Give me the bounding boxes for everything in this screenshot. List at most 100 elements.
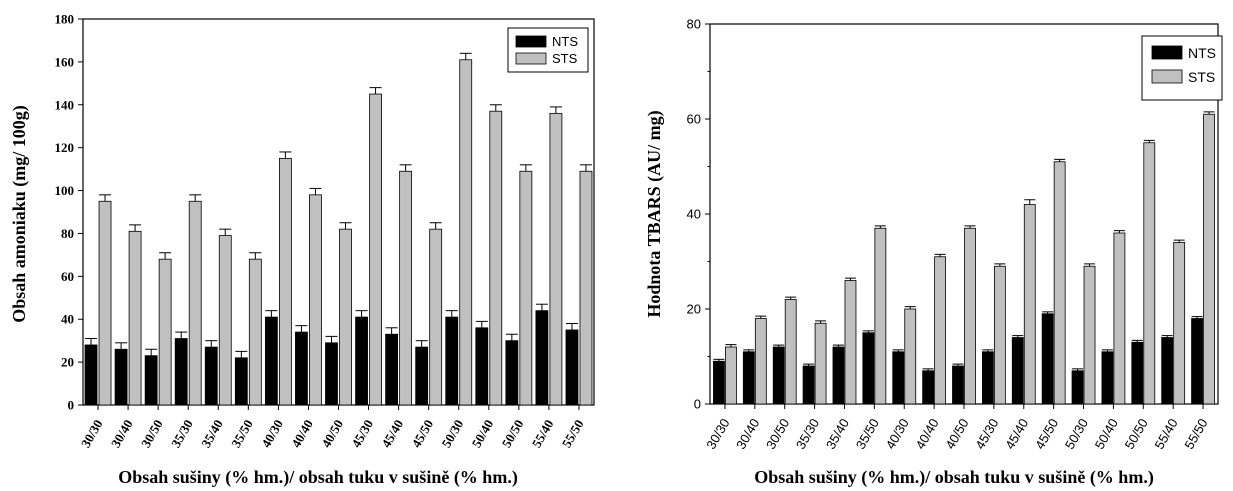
tbars-bar-nts (862, 332, 875, 405)
ammonia-legend-swatch-sts (515, 52, 547, 65)
tbars-y-tick-label: 0 (694, 397, 701, 412)
ammonia-x-tick-label: 50/40 (469, 417, 497, 450)
ammonia-bar-sts (188, 200, 202, 406)
ammonia-plot-area: 0 20 40 60 80 100 120 140 160 180 30/30 30/40 30/50 3… (55, 12, 595, 450)
ammonia-bar-sts (158, 258, 172, 406)
tbars-x-tick-label: 30/40 (733, 416, 762, 452)
tbars-x-tick-label: 30/50 (763, 416, 792, 452)
ammonia-bar-sts (459, 59, 473, 406)
tbars-bar-nts (742, 351, 755, 405)
tbars-bar-nts (802, 365, 815, 405)
tbars-bar-sts (904, 308, 917, 405)
tbars-bar-sts (1053, 161, 1066, 405)
ammonia-bar-chart: 0 20 40 60 80 100 120 140 160 180 30/30 30/40 30/50 3… (9, 12, 595, 488)
ammonia-x-tick-label: 35/40 (198, 417, 226, 450)
ammonia-y-tick-label: 120 (55, 140, 75, 155)
ammonia-bar-nts (264, 316, 278, 406)
tbars-bar-sts (874, 227, 887, 405)
ammonia-bar-sts (248, 258, 262, 406)
tbars-bar-sts (1143, 142, 1156, 405)
tbars-bar-nts (981, 351, 994, 405)
ammonia-x-tick-label: 30/30 (78, 417, 106, 450)
tbars-y-tick-label: 20 (687, 302, 701, 317)
tbars-x-tick-label: 30/30 (703, 416, 732, 452)
ammonia-x-tick-label: 35/50 (228, 417, 256, 450)
ammonia-y-tick-label: 100 (55, 183, 75, 198)
ammonia-x-tick-label: 50/30 (439, 417, 467, 450)
tbars-bar-sts (1203, 113, 1215, 405)
tbars-bar-nts (1011, 337, 1024, 405)
ammonia-x-tick-label: 30/50 (138, 417, 166, 450)
ammonia-y-tick-label: 60 (61, 269, 74, 284)
tbars-bar-sts (993, 265, 1006, 405)
tbars-bar-sts (754, 318, 767, 405)
tbars-y-axis-label: Hodnota TBARS (AU/ mg) (644, 110, 665, 317)
ammonia-x-tick-label: 45/30 (348, 417, 376, 450)
ammonia-bar-sts (549, 112, 563, 406)
tbars-bar-sts (1083, 265, 1096, 405)
tbars-x-tick-label: 50/50 (1122, 416, 1151, 452)
ammonia-bar-sts (128, 230, 142, 406)
ammonia-y-tick-label: 140 (55, 97, 75, 112)
ammonia-x-tick-label: 55/40 (529, 417, 557, 450)
tbars-legend-swatch-nts (1151, 45, 1183, 60)
tbars-bar-nts (1041, 313, 1054, 405)
tbars-x-tick-label: 45/30 (972, 416, 1001, 452)
tbars-bar-sts (934, 256, 947, 405)
ammonia-x-tick-label: 50/50 (499, 417, 527, 450)
ammonia-bar-nts (234, 357, 248, 406)
ammonia-y-tick-label: 0 (68, 398, 75, 413)
tbars-x-tick-label: 50/30 (1062, 416, 1091, 452)
ammonia-y-tick-label: 160 (55, 54, 75, 69)
ammonia-bar-sts (519, 170, 533, 406)
ammonia-legend (507, 27, 589, 73)
tbars-bar-nts (713, 360, 725, 405)
ammonia-bar-nts (355, 316, 368, 406)
tbars-x-tick-label: 45/40 (1002, 416, 1031, 452)
ammonia-x-tick-label: 30/40 (108, 417, 136, 450)
tbars-bar-sts (725, 346, 737, 405)
ammonia-bar-nts (325, 342, 338, 406)
ammonia-bar-nts (535, 310, 549, 406)
ammonia-bar-nts (84, 344, 98, 406)
ammonia-bar-nts (144, 355, 158, 406)
ammonia-y-tick-label: 40 (61, 312, 74, 327)
ammonia-y-axis-label: Obsah amoniaku (mg/ 100g) (9, 105, 30, 323)
ammonia-legend-label-sts: STS (552, 51, 578, 66)
ammonia-legend-swatch-nts (515, 35, 547, 48)
ammonia-bar-nts (295, 331, 308, 406)
tbars-x-tick-label: 55/50 (1181, 416, 1210, 452)
ammonia-y-tick-label: 20 (61, 355, 74, 370)
tbars-bar-nts (892, 351, 905, 405)
tbars-bar-nts (1191, 318, 1203, 405)
ammonia-bar-sts (339, 228, 352, 406)
ammonia-bar-nts (475, 327, 489, 406)
tbars-bar-sts (1173, 242, 1186, 405)
tbars-legend-label-sts: STS (1188, 69, 1215, 85)
tbars-bar-nts (1071, 370, 1084, 405)
tbars-x-axis-label: Obsah sušiny (% hm.)/ obsah tuku v sušin… (754, 467, 1154, 488)
tbars-bar-sts (1023, 204, 1036, 405)
ammonia-x-tick-label: 40/30 (258, 417, 286, 450)
tbars-x-tick-label: 35/50 (853, 416, 882, 452)
tbars-x-tick-label: 50/40 (1092, 416, 1121, 452)
tbars-bar-sts (814, 322, 827, 405)
ammonia-bar-nts (565, 329, 579, 406)
ammonia-x-axis-label: Obsah sušiny (% hm.)/ obsah tuku v sušin… (118, 467, 518, 488)
ammonia-y-tick-label: 180 (55, 12, 75, 27)
ammonia-bar-nts (385, 333, 399, 406)
tbars-bar-nts (1101, 351, 1114, 405)
ammonia-bar-sts (98, 200, 112, 406)
tbars-bar-sts (964, 227, 976, 405)
tbars-x-tick-label: 35/40 (823, 416, 852, 452)
tbars-bar-sts (784, 299, 797, 405)
ammonia-bar-sts (579, 170, 593, 406)
tbars-x-tick-label: 40/50 (942, 416, 971, 452)
ammonia-x-tick-label: 45/40 (378, 417, 406, 450)
tbars-bar-nts (922, 370, 935, 405)
ammonia-legend-label-nts: NTS (552, 34, 578, 49)
tbars-x-tick-label: 55/40 (1152, 416, 1181, 452)
ammonia-y-tick-label: 80 (61, 226, 74, 241)
